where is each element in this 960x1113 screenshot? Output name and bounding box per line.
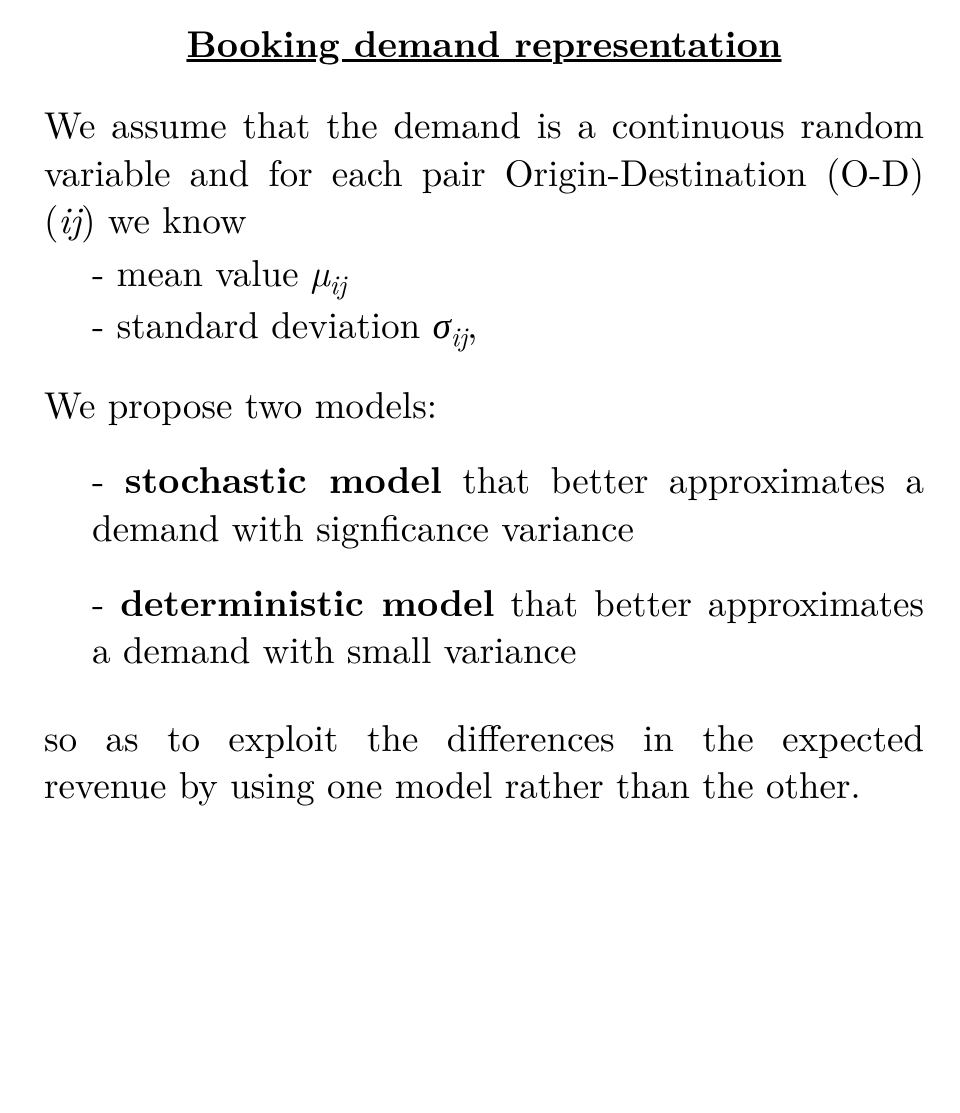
known-stddev-item: - standard deviation σij, (92, 299, 924, 351)
deterministic-model-item: - deterministic model that better ap­pro… (92, 577, 924, 672)
closing-paragraph: so as to exploit the differences in the … (44, 712, 924, 807)
propose-line: We propose two models: (44, 379, 924, 426)
models-list: - stochastic model that better approx­im… (92, 454, 924, 671)
slide-page: Booking demand representation We assume … (0, 0, 960, 1113)
page-title: Booking demand representation (44, 18, 924, 65)
known-mean-item: - mean value µij (92, 247, 924, 299)
stochastic-model-item: - stochastic model that better approx­im… (92, 454, 924, 549)
known-parameters-list: - mean value µij - standard deviation σi… (92, 247, 924, 351)
intro-paragraph: We assume that the demand is a continuou… (44, 99, 924, 241)
